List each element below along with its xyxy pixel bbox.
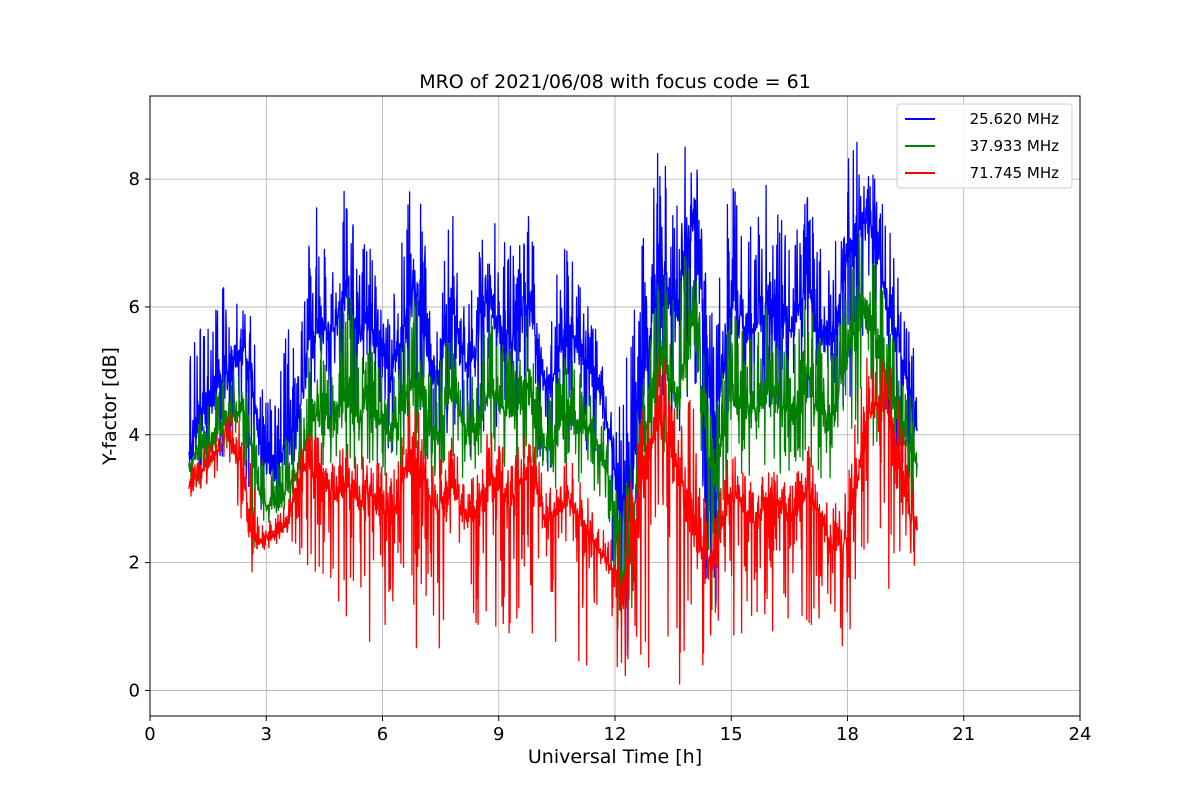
x-tick-label: 18 — [836, 724, 859, 745]
x-tick-label: 9 — [493, 724, 504, 745]
y-tick-label: 6 — [129, 297, 140, 318]
x-tick-label: 12 — [604, 724, 627, 745]
legend-label: 37.933 MHz — [970, 137, 1059, 155]
series-layer — [188, 141, 918, 685]
chart-title: MRO of 2021/06/08 with focus code = 61 — [419, 71, 811, 93]
x-tick-label: 21 — [952, 724, 975, 745]
x-tick-label: 15 — [720, 724, 743, 745]
y-tick-label: 4 — [129, 425, 140, 446]
series-line-3 — [188, 351, 918, 685]
legend-label: 25.620 MHz — [970, 110, 1059, 128]
y-tick-label: 2 — [129, 553, 140, 574]
series-line-2 — [188, 232, 918, 656]
series-line-1 — [188, 141, 918, 657]
x-tick-label: 0 — [144, 724, 155, 745]
legend-box — [896, 103, 1073, 189]
x-tick-label: 6 — [377, 724, 388, 745]
x-tick-label: 24 — [1069, 724, 1092, 745]
x-axis-label: Universal Time [h] — [528, 746, 702, 768]
y-axis-label: Y-factor [dB] — [99, 347, 121, 466]
y-tick-label: 0 — [129, 680, 140, 701]
y-tick-label: 8 — [129, 169, 140, 190]
legend: 25.620 MHz 37.933 MHz 71.745 MHz — [896, 103, 1073, 189]
x-tick-label: 3 — [261, 724, 272, 745]
legend-label: 71.745 MHz — [970, 164, 1059, 182]
